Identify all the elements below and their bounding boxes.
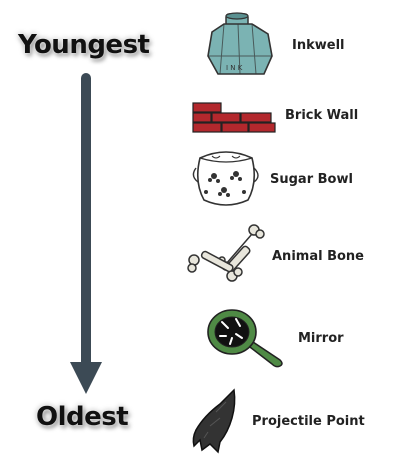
sugar-bowl-icon [192,151,259,206]
oldest-label: Oldest [36,402,129,432]
inkwell-letters: I N K [226,64,243,72]
brick-wall-icon [192,102,276,133]
artifact-label: Animal Bone [272,249,364,264]
artifact-label: Projectile Point [252,414,365,429]
artifact-label: Brick Wall [285,108,359,123]
artifact-label: Inkwell [292,38,345,53]
timeline-arrow-head [70,362,102,394]
animal-bone-icon [187,224,265,282]
artifact-label: Mirror [298,331,344,346]
mirror-icon [207,309,283,368]
inkwell-icon: I N K [207,12,273,75]
projectile-point-icon [192,388,236,454]
youngest-label: Youngest [18,30,150,60]
artifact-label: Sugar Bowl [270,172,353,187]
